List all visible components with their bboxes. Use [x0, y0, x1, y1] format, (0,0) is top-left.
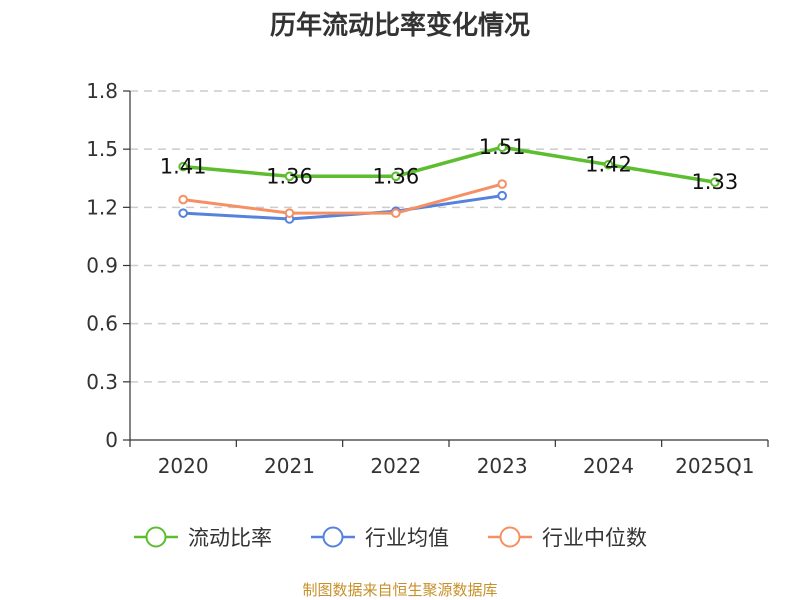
data-labels: 1.41 1.36 1.36 1.51 1.42 1.33	[160, 135, 738, 194]
legend-marker	[499, 526, 521, 548]
data-point[interactable]	[178, 161, 188, 172]
data-point[interactable]	[497, 179, 507, 189]
legend-marker	[145, 526, 167, 548]
data-point[interactable]	[497, 142, 507, 153]
x-tick-label: 2022	[370, 454, 421, 478]
chart-title: 历年流动比率变化情况	[270, 10, 530, 41]
data-point[interactable]	[178, 194, 188, 205]
y-tick-label: 0	[105, 428, 118, 452]
data-label: 1.36	[266, 164, 313, 188]
grid	[130, 90, 768, 383]
x-tick-label: 2021	[264, 454, 315, 478]
y-tick-label: 1.2	[86, 195, 118, 219]
y-tick-label: 0.6	[86, 312, 118, 336]
legend-marker	[322, 526, 344, 548]
x-tick-label: 2025Q1	[675, 454, 754, 478]
data-point[interactable]	[497, 190, 507, 201]
legend-item-0[interactable]: 流动比率	[134, 526, 272, 550]
data-point[interactable]	[391, 171, 401, 182]
data-label: 1.36	[372, 164, 419, 188]
legend-label: 流动比率	[188, 526, 272, 550]
data-point[interactable]	[284, 208, 295, 218]
series-0	[178, 142, 720, 187]
series-2	[178, 179, 507, 218]
data-point[interactable]	[603, 159, 614, 170]
data-point[interactable]	[710, 177, 720, 187]
source-note: 制图数据来自恒生聚源数据库	[302, 581, 497, 599]
data-label: 1.42	[585, 153, 632, 177]
legend-label: 行业中位数	[542, 526, 647, 550]
data-point[interactable]	[178, 208, 188, 218]
data-label: 1.33	[691, 170, 738, 194]
series-line	[182, 182, 503, 215]
data-point[interactable]	[284, 171, 295, 182]
legend[interactable]: 流动比率 行业均值 行业中位数	[134, 526, 647, 550]
series-line	[183, 194, 503, 221]
legend-item-1[interactable]: 行业均值	[311, 526, 449, 550]
y-tick-label: 0.9	[86, 254, 118, 278]
y-tick-label: 0.3	[86, 370, 118, 394]
x-tick-label: 2024	[583, 454, 634, 478]
legend-label: 行业均值	[365, 526, 449, 550]
y-tick-label: 1.5	[86, 137, 118, 161]
data-label: 1.51	[479, 135, 526, 159]
y-tick-label: 1.8	[86, 79, 118, 103]
x-tick-label: 2023	[477, 454, 528, 478]
series-line	[183, 145, 716, 184]
data-label: 1.41	[160, 155, 207, 179]
data-point[interactable]	[391, 208, 401, 218]
legend-item-2[interactable]: 行业中位数	[488, 526, 647, 550]
x-tick-label: 2020	[158, 454, 209, 478]
axes: 0 0.3 0.6 0.9 1.2 1.5 1.8 2020 2021 2022 2023 2024 2…	[86, 79, 769, 478]
series-layer	[178, 142, 720, 224]
